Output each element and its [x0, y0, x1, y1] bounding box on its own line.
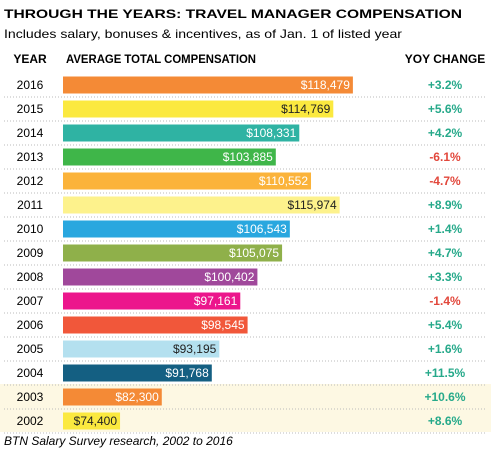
yoy-change: +4.2%	[428, 126, 463, 140]
value-label: $105,075	[229, 246, 279, 260]
year-label: 2007	[17, 294, 44, 308]
value-label: $91,768	[165, 366, 209, 380]
year-label: 2014	[17, 126, 44, 140]
yoy-change: +3.2%	[428, 78, 463, 92]
value-label: $110,552	[259, 174, 308, 188]
value-label: $74,400	[74, 414, 118, 428]
value-label: $108,331	[246, 126, 296, 140]
bar	[63, 412, 121, 430]
bar	[63, 340, 220, 358]
yoy-change: +10.6%	[424, 390, 465, 404]
yoy-change: +8.6%	[428, 414, 463, 428]
year-label: 2006	[17, 318, 44, 332]
yoy-change: +11.5%	[425, 366, 466, 380]
bar	[63, 172, 312, 190]
yoy-change: -6.1%	[429, 150, 461, 164]
value-label: $100,402	[204, 270, 254, 284]
chart-title: THROUGH THE YEARS: TRAVEL MANAGER COMPEN…	[4, 7, 462, 21]
yoy-change: -4.7%	[429, 174, 461, 188]
source-note: BTN Salary Survey research, 2002 to 2016	[4, 434, 233, 448]
year-label: 2008	[17, 270, 44, 284]
year-label: 2013	[17, 150, 44, 164]
year-label: 2012	[17, 174, 44, 188]
yoy-change: +5.6%	[428, 102, 463, 116]
value-label: $118,479	[301, 78, 350, 92]
yoy-change: +3.3%	[428, 270, 463, 284]
bar	[63, 220, 290, 238]
bar	[63, 196, 340, 214]
year-label: 2016	[17, 78, 44, 92]
value-label: $114,769	[281, 102, 330, 116]
value-label: $115,974	[287, 198, 336, 212]
bar	[63, 244, 283, 262]
yoy-change: +5.4%	[428, 318, 463, 332]
bar	[63, 364, 212, 382]
year-label: 2009	[17, 246, 44, 260]
yoy-change: +1.4%	[428, 222, 463, 236]
column-header: AVERAGE TOTAL COMPENSATION	[66, 52, 256, 66]
value-label: $103,885	[223, 150, 273, 164]
year-label: 2002	[17, 414, 44, 428]
chart-subtitle: Includes salary, bonuses & incentives, a…	[4, 27, 402, 41]
value-label: $82,300	[115, 390, 159, 404]
year-label: 2003	[17, 390, 44, 404]
bar	[63, 124, 300, 142]
yoy-change: -1.4%	[429, 294, 461, 308]
bar	[63, 316, 248, 334]
yoy-change: +8.9%	[428, 198, 463, 212]
year-label: 2010	[17, 222, 44, 236]
year-label: 2005	[17, 342, 44, 356]
bar	[63, 76, 353, 94]
bar	[63, 268, 258, 286]
year-label: 2011	[17, 198, 43, 212]
value-label: $106,543	[237, 222, 287, 236]
bar	[63, 148, 276, 166]
value-label: $93,195	[173, 342, 217, 356]
year-label: 2004	[17, 366, 44, 380]
value-label: $98,545	[201, 318, 245, 332]
column-header: YOY CHANGE	[405, 52, 485, 66]
year-label: 2015	[17, 102, 44, 116]
column-header: YEAR	[13, 52, 47, 66]
yoy-change: +1.6%	[428, 342, 463, 356]
bar	[63, 388, 162, 406]
yoy-change: +4.7%	[428, 246, 463, 260]
bar	[63, 100, 334, 118]
value-label: $97,161	[194, 294, 238, 308]
bar	[63, 292, 241, 310]
